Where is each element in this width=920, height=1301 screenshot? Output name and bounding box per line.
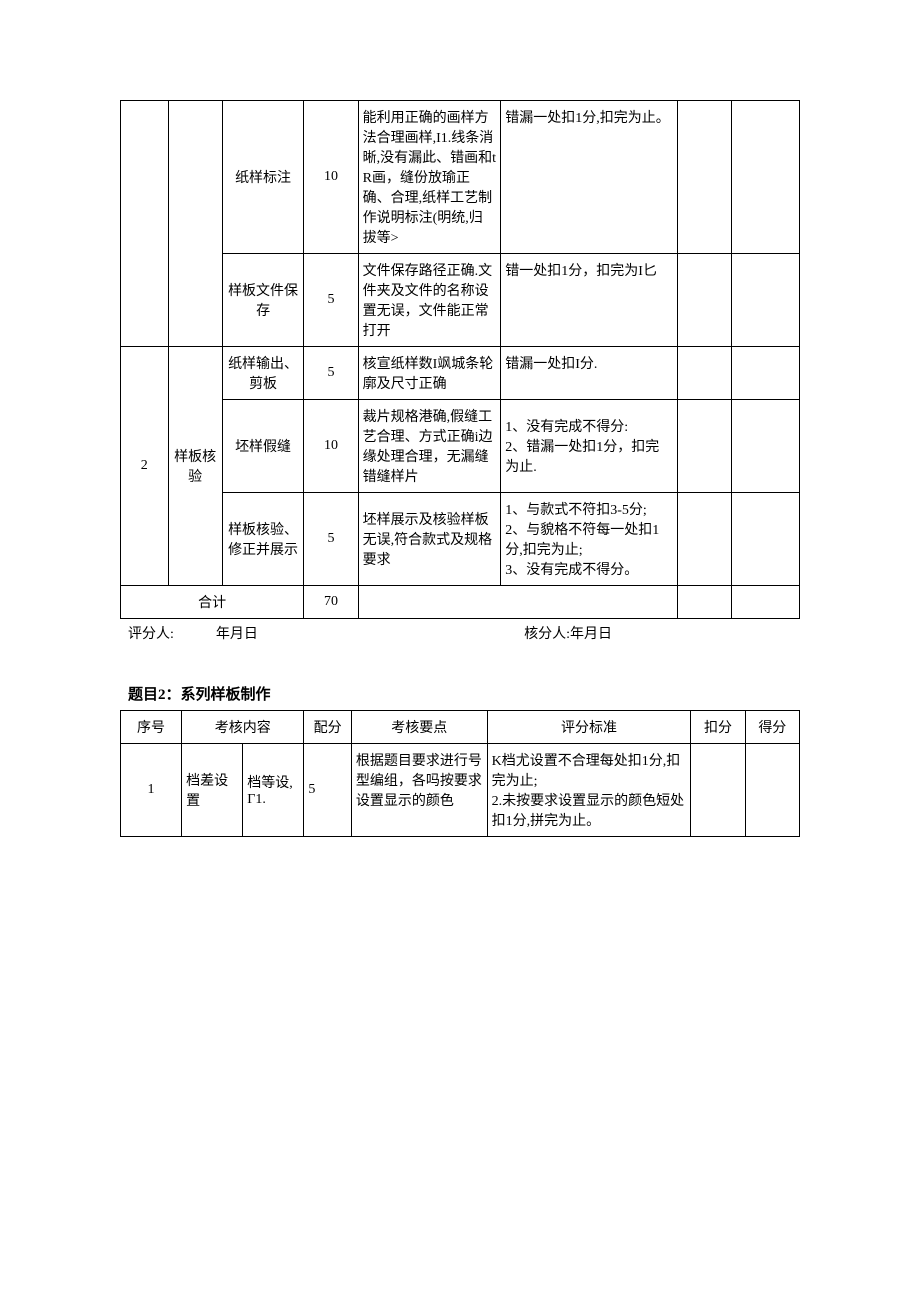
score: 10 bbox=[304, 400, 358, 493]
score: 10 bbox=[304, 101, 358, 254]
total-score: 70 bbox=[304, 586, 358, 619]
scoring-table-2: 序号 考核内容 配分 考核要点 评分标准 扣分 得分 1 档差设置 档等设,Γ1… bbox=[120, 710, 800, 837]
sub-item: 样板文件保存 bbox=[222, 254, 303, 347]
seq: 2 bbox=[121, 347, 169, 586]
sub-item: 档等设,Γ1. bbox=[243, 744, 304, 837]
col-header: 考核要点 bbox=[351, 711, 487, 744]
points: 根据题目要求进行号型编组，各吗按要求设置显示的颜色 bbox=[351, 744, 487, 837]
table-row: 样板核验、修正并展示 5 坯样展示及核验样板无误,符合款式及规格要求 1、与款式… bbox=[121, 493, 800, 586]
col-header: 评分标准 bbox=[487, 711, 691, 744]
score: 5 bbox=[304, 744, 352, 837]
score: 5 bbox=[304, 254, 358, 347]
criteria: 1、与款式不符扣3-5分; 2、与貌格不符每一处扣1分,扣完为止; 3、没有完成… bbox=[501, 493, 678, 586]
points: 能利用正确的画样方法合理画样,I1.线条消晰,没有漏此、错画和tR画，缝份放瑜正… bbox=[358, 101, 501, 254]
criteria: 1、没有完成不得分: 2、错漏一处扣1分，扣完为止. bbox=[501, 400, 678, 493]
table-row: 1 档差设置 档等设,Γ1. 5 根据题目要求进行号型编组，各吗按要求设置显示的… bbox=[121, 744, 800, 837]
score: 5 bbox=[304, 493, 358, 586]
score: 5 bbox=[304, 347, 358, 400]
table-header-row: 序号 考核内容 配分 考核要点 评分标准 扣分 得分 bbox=[121, 711, 800, 744]
sub-item: 纸样标注 bbox=[222, 101, 303, 254]
criteria: 错漏一处扣I分. bbox=[501, 347, 678, 400]
scorer-signature: 评分人: 年月日 bbox=[128, 623, 258, 643]
points: 文件保存路径正确.文件夹及文件的名称设置无误，文件能正常打开 bbox=[358, 254, 501, 347]
col-header: 考核内容 bbox=[182, 711, 304, 744]
table-row: 纸样标注 10 能利用正确的画样方法合理画样,I1.线条消晰,没有漏此、错画和t… bbox=[121, 101, 800, 254]
sub-item: 坯样假缝 bbox=[222, 400, 303, 493]
section-title-2: 题目2：系列样板制作 bbox=[120, 683, 800, 704]
checker-signature: 核分人:年月日 bbox=[524, 623, 612, 643]
scoring-table-1: 纸样标注 10 能利用正确的画样方法合理画样,I1.线条消晰,没有漏此、错画和t… bbox=[120, 100, 800, 619]
seq: 1 bbox=[121, 744, 182, 837]
sub-item: 纸样输出、剪板 bbox=[222, 347, 303, 400]
col-header: 序号 bbox=[121, 711, 182, 744]
total-label: 合计 bbox=[121, 586, 304, 619]
criteria: 错一处扣1分，扣完为I匕 bbox=[501, 254, 678, 347]
table-row: 2 样板核验 纸样输出、剪板 5 核宣纸样数I飒城条轮廓及尺寸正确 错漏一处扣I… bbox=[121, 347, 800, 400]
signature-row: 评分人: 年月日 核分人:年月日 bbox=[120, 619, 800, 643]
points: 裁片规格港确,假缝工艺合理、方式正确i边缘处理合理，无漏缝错缝样片 bbox=[358, 400, 501, 493]
total-row: 合计 70 bbox=[121, 586, 800, 619]
points: 坯样展示及核验样板无误,符合款式及规格要求 bbox=[358, 493, 501, 586]
category: 样板核验 bbox=[168, 347, 222, 586]
col-header: 得分 bbox=[745, 711, 799, 744]
sub-item: 样板核验、修正并展示 bbox=[222, 493, 303, 586]
criteria: K档尤设置不合理每处扣1分,扣完为止; 2.未按要求设置显示的颜色短处扣1分,拼… bbox=[487, 744, 691, 837]
col-header: 配分 bbox=[304, 711, 352, 744]
points: 核宣纸样数I飒城条轮廓及尺寸正确 bbox=[358, 347, 501, 400]
category: 档差设置 bbox=[182, 744, 243, 837]
criteria: 错漏一处扣1分,扣完为止。 bbox=[501, 101, 678, 254]
col-header: 扣分 bbox=[691, 711, 745, 744]
table-row: 样板文件保存 5 文件保存路径正确.文件夹及文件的名称设置无误，文件能正常打开 … bbox=[121, 254, 800, 347]
table-row: 坯样假缝 10 裁片规格港确,假缝工艺合理、方式正确i边缘处理合理，无漏缝错缝样… bbox=[121, 400, 800, 493]
